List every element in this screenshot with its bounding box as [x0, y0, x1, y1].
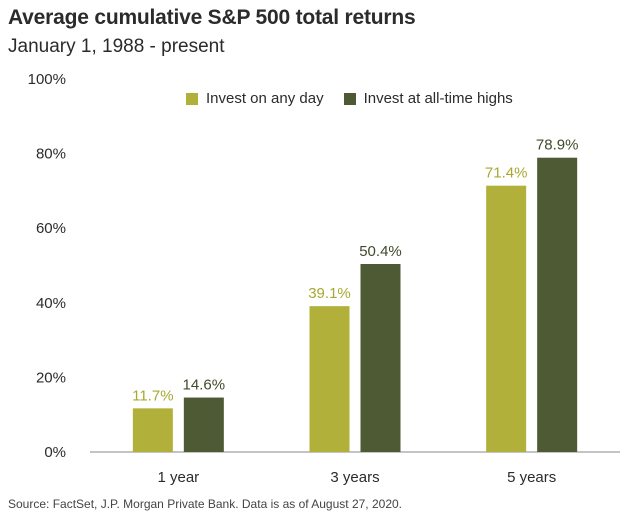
legend: Invest on any day Invest at all-time hig… — [186, 90, 513, 107]
bar-all-time-highs — [183, 397, 224, 452]
legend-swatch-any-day — [186, 92, 198, 105]
y-tick-label: 80% — [36, 146, 66, 163]
y-tick-label: 20% — [36, 369, 66, 386]
bar-all-time-highs — [537, 157, 578, 452]
data-label: 39.1% — [308, 285, 351, 302]
x-tick-label: 3 years — [330, 469, 379, 486]
data-label: 71.4% — [485, 165, 528, 182]
bar-any-day — [309, 306, 350, 452]
legend-label-all-time-highs: Invest at all-time highs — [363, 90, 513, 107]
legend-item-any-day: Invest on any day — [186, 90, 324, 107]
y-tick-label: 60% — [36, 220, 66, 237]
y-tick-label: 100% — [28, 71, 66, 88]
data-label: 78.9% — [536, 137, 579, 154]
x-tick-label: 1 year — [157, 469, 199, 486]
bar-any-day — [132, 408, 173, 452]
chart-title: Average cumulative S&P 500 total returns — [8, 6, 416, 29]
bar-all-time-highs — [360, 264, 401, 452]
legend-swatch-all-time-highs — [343, 92, 356, 105]
y-tick-label: 0% — [44, 444, 66, 461]
data-label: 50.4% — [359, 243, 402, 260]
data-label: 11.7% — [132, 387, 173, 404]
x-tick-label: 5 years — [507, 469, 556, 486]
legend-item-all-time-highs: Invest at all-time highs — [343, 90, 513, 107]
chart-subtitle: January 1, 1988 - present — [8, 36, 225, 57]
source-note: Source: FactSet, J.P. Morgan Private Ban… — [8, 497, 402, 511]
legend-label-any-day: Invest on any day — [206, 90, 324, 107]
data-label: 14.6% — [183, 377, 226, 394]
y-tick-label: 40% — [36, 295, 66, 312]
bar-any-day — [486, 185, 527, 453]
